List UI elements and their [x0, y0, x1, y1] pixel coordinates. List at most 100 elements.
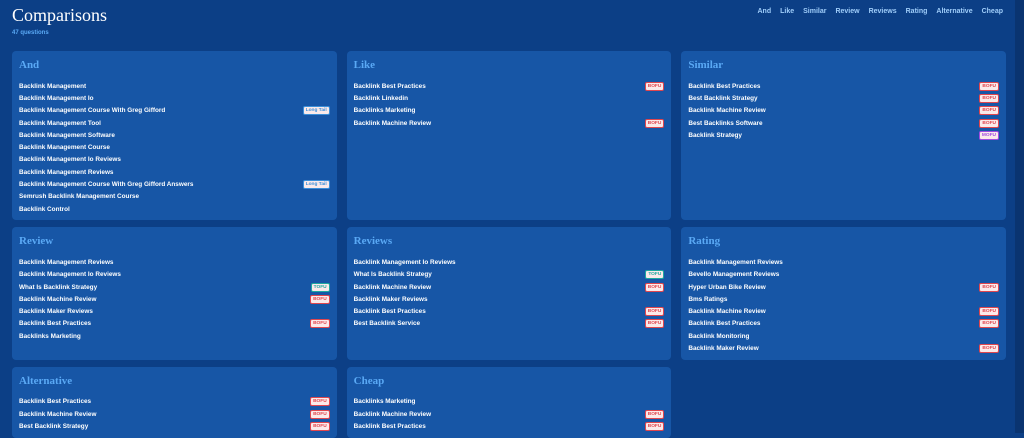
- page-title: Comparisons: [12, 5, 108, 25]
- question-row[interactable]: Backlink Machine Review BOFU: [688, 305, 999, 317]
- nav-link[interactable]: Rating: [905, 8, 928, 15]
- question-row[interactable]: Backlink Management: [19, 80, 330, 92]
- question-text: Best Backlink Service: [353, 320, 421, 328]
- nav-link[interactable]: Reviews: [868, 8, 897, 15]
- question-row[interactable]: Backlinks Marketing: [19, 330, 330, 342]
- question-row[interactable]: Backlink Best Practices BOFU: [19, 318, 330, 330]
- funnel-tag: BOFU: [979, 343, 999, 353]
- question-row[interactable]: Best Backlink Strategy BOFU: [688, 92, 999, 104]
- question-row[interactable]: Backlink Monitoring: [688, 330, 999, 342]
- funnel-tag: TOFU: [310, 282, 330, 292]
- question-row[interactable]: Backlink Maker Reviews: [19, 305, 330, 317]
- question-row[interactable]: Backlinks Marketing: [354, 396, 665, 408]
- nav-link[interactable]: Cheap: [981, 8, 1003, 15]
- question-row[interactable]: Backlinks Marketing: [354, 105, 665, 117]
- question-row[interactable]: Backlink Management Io Reviews: [354, 256, 665, 268]
- funnel-tag: BOFU: [310, 319, 330, 329]
- question-row[interactable]: What Is Backlink Strategy TOFU: [354, 269, 665, 281]
- question-text: Backlink Machine Review: [353, 410, 432, 418]
- question-row[interactable]: Best Backlinks Software BOFU: [688, 117, 999, 129]
- question-row[interactable]: Backlink Management Course With Greg Gif…: [19, 105, 330, 117]
- question-text: Backlink Management Software: [19, 131, 115, 139]
- question-text: What Is Backlink Strategy: [19, 283, 98, 291]
- question-text: Best Backlinks Software: [688, 119, 763, 127]
- question-row[interactable]: Backlink Linkedin: [354, 92, 665, 104]
- question-text: Backlink Management Io Reviews: [19, 156, 121, 164]
- question-text: Backlink Management Reviews: [19, 168, 114, 176]
- question-row[interactable]: Backlink Management Reviews: [19, 256, 330, 268]
- question-row[interactable]: Backlink Management Reviews: [19, 166, 330, 178]
- question-text: Backlink Machine Review: [688, 107, 766, 115]
- question-text: Backlink Best Practices: [688, 82, 761, 90]
- question-row[interactable]: Best Backlink Service BOFU: [354, 318, 665, 330]
- nav-link[interactable]: And: [757, 8, 772, 15]
- funnel-tag: BOFU: [644, 118, 665, 128]
- question-text: Backlinks Marketing: [353, 107, 416, 115]
- nav-link[interactable]: Similar: [803, 8, 827, 15]
- question-row[interactable]: Backlink Management Io Reviews: [19, 154, 330, 166]
- funnel-tag: BOFU: [979, 282, 999, 292]
- question-row[interactable]: Backlink Best Practices BOFU: [354, 80, 665, 92]
- question-row[interactable]: Backlink Machine Review BOFU: [19, 293, 330, 305]
- funnel-tag: BOFU: [644, 307, 665, 317]
- question-row[interactable]: Backlink Strategy MOFU: [688, 129, 999, 141]
- question-row[interactable]: Backlink Best Practices BOFU: [354, 305, 665, 317]
- question-row[interactable]: Backlink Management Reviews: [688, 256, 999, 268]
- question-row[interactable]: Bms Ratings: [688, 293, 999, 305]
- question-text: Backlinks Marketing: [353, 398, 416, 406]
- funnel-tag: Long Tail: [302, 106, 330, 116]
- question-row[interactable]: Backlink Management Software: [19, 129, 330, 141]
- nav-link[interactable]: Alternative: [936, 8, 973, 15]
- question-row[interactable]: Backlink Control: [19, 203, 330, 215]
- funnel-tag: BOFU: [979, 307, 999, 317]
- scrollbar[interactable]: [1015, 0, 1024, 433]
- question-row[interactable]: Backlink Machine Review BOFU: [354, 281, 665, 293]
- group-title: And: [19, 59, 40, 71]
- question-row[interactable]: Backlink Machine Review BOFU: [688, 105, 999, 117]
- question-row[interactable]: Backlink Machine Review BOFU: [354, 117, 665, 129]
- funnel-tag: MOFU: [978, 130, 999, 140]
- question-text: Backlink Management Io Reviews: [353, 258, 456, 266]
- question-row[interactable]: Backlink Management Course With Greg Gif…: [19, 178, 330, 190]
- group-title: Review: [19, 235, 54, 248]
- funnel-tag: BOFU: [644, 421, 665, 431]
- question-text: Backlink Best Practices: [353, 308, 426, 316]
- question-text: Backlink Machine Review: [19, 295, 97, 303]
- question-row[interactable]: Backlink Best Practices BOFU: [19, 396, 330, 408]
- question-row[interactable]: What Is Backlink Strategy TOFU: [19, 281, 330, 293]
- question-text: Backlink Machine Review: [353, 119, 432, 127]
- question-row[interactable]: Backlink Best Practices BOFU: [354, 420, 665, 432]
- question-row[interactable]: Backlink Management Course: [19, 141, 330, 153]
- nav: And Like Similar Review Reviews Rating Alterna…: [757, 8, 1003, 15]
- question-row[interactable]: Backlink Best Practices BOFU: [688, 318, 999, 330]
- question-text: Backlink Management Reviews: [688, 258, 783, 266]
- question-row[interactable]: Best Backlink Strategy BOFU: [19, 420, 330, 432]
- question-row[interactable]: Semrush Backlink Management Course: [19, 191, 330, 203]
- question-text: Best Backlink Strategy: [19, 422, 89, 430]
- nav-link[interactable]: Like: [780, 8, 795, 15]
- question-row[interactable]: Bevello Management Reviews: [688, 269, 999, 281]
- funnel-tag: BOFU: [310, 409, 330, 419]
- group-card: Similar Backlink Best Practices BOFU Best B…: [681, 51, 1006, 221]
- question-text: Backlink Management: [19, 82, 87, 90]
- question-row[interactable]: Backlink Management Io Reviews: [19, 269, 330, 281]
- question-text: Backlink Maker Reviews: [19, 308, 93, 316]
- funnel-tag: BOFU: [979, 93, 999, 103]
- question-text: Hyper Urban Bike Review: [688, 283, 766, 291]
- question-text: Backlink Management Reviews: [19, 258, 114, 266]
- question-row[interactable]: Backlink Maker Reviews: [354, 293, 665, 305]
- question-row[interactable]: Hyper Urban Bike Review BOFU: [688, 281, 999, 293]
- question-row[interactable]: Backlink Best Practices BOFU: [688, 80, 999, 92]
- funnel-tag: BOFU: [979, 81, 999, 91]
- question-row[interactable]: Backlink Machine Review BOFU: [354, 408, 665, 420]
- question-text: Backlink Machine Review: [353, 283, 432, 291]
- question-row[interactable]: Backlink Maker Review BOFU: [688, 342, 999, 354]
- group-title: Reviews: [353, 235, 393, 248]
- question-row[interactable]: Backlink Management Tool: [19, 117, 330, 129]
- question-text: Backlink Monitoring: [688, 332, 750, 340]
- funnel-tag: BOFU: [979, 319, 999, 329]
- question-row[interactable]: Backlink Machine Review BOFU: [19, 408, 330, 420]
- nav-link[interactable]: Review: [835, 8, 860, 15]
- funnel-tag: BOFU: [644, 409, 665, 419]
- question-row[interactable]: Backlink Management Io: [19, 92, 330, 104]
